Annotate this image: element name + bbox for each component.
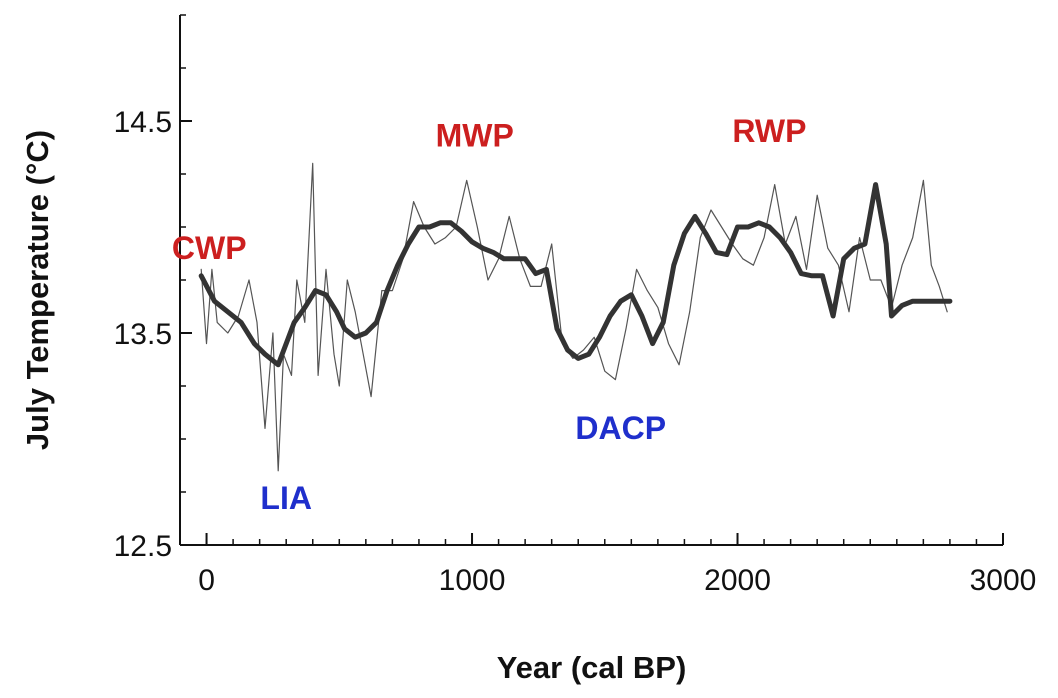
axis-labels: Year (cal BP) July Temperature (°C): [20, 130, 686, 685]
period-label-dacp: DACP: [575, 410, 666, 446]
x-axis-title: Year (cal BP): [497, 650, 687, 685]
x-tick-label: 1000: [439, 564, 506, 597]
x-tick-label: 2000: [704, 564, 771, 597]
x-tick-label: 3000: [970, 564, 1037, 597]
annotations: CWP LIA MWP DACP RWP: [172, 113, 807, 516]
period-label-mwp: MWP: [436, 117, 514, 153]
period-label-cwp: CWP: [172, 230, 247, 266]
series-group: [198, 162, 953, 472]
raw-temperature-line: [200, 162, 948, 472]
y-tick-label: 13.5: [114, 318, 172, 351]
smoothed-temperature-line: [198, 182, 953, 368]
x-tick-label: 0: [198, 564, 215, 597]
y-axis-title: July Temperature (°C): [20, 130, 55, 450]
period-label-lia: LIA: [260, 480, 312, 516]
period-label-rwp: RWP: [732, 113, 806, 149]
axes: 12.5 13.5 14.5 0 1000 2000 3000: [114, 14, 1037, 597]
y-tick-label: 14.5: [114, 106, 172, 139]
y-tick-label: 12.5: [114, 530, 172, 563]
